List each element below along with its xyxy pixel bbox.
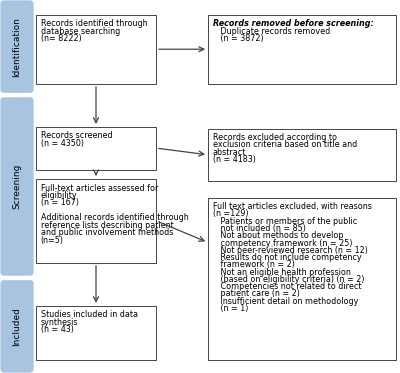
Text: Patients or members of the public: Patients or members of the public [213,217,357,226]
FancyBboxPatch shape [36,127,156,170]
Text: Full text articles excluded, with reasons: Full text articles excluded, with reason… [213,202,372,211]
Text: Records screened: Records screened [41,131,112,140]
Text: (n =129): (n =129) [213,210,248,219]
Text: Records removed before screening:: Records removed before screening: [213,19,374,28]
Text: Records excluded according to: Records excluded according to [213,133,337,142]
Text: (n = 1): (n = 1) [213,304,248,313]
Text: Not about methods to develop: Not about methods to develop [213,231,343,240]
Text: (n=5): (n=5) [41,236,64,245]
FancyBboxPatch shape [208,129,396,181]
FancyBboxPatch shape [1,98,33,275]
Text: Competencies not related to direct: Competencies not related to direct [213,282,361,291]
Text: competency framework (n = 25): competency framework (n = 25) [213,239,352,248]
Text: Additional records identified through: Additional records identified through [41,213,188,222]
Text: and public involvement methods: and public involvement methods [41,228,173,237]
Text: Screening: Screening [12,164,22,209]
Text: (n = 4350): (n = 4350) [41,139,84,148]
FancyBboxPatch shape [1,280,33,372]
Text: exclusion criteria based on title and: exclusion criteria based on title and [213,140,357,150]
Text: Studies included in data: Studies included in data [41,310,138,319]
FancyBboxPatch shape [36,15,156,84]
Text: Identification: Identification [12,17,22,76]
Text: (n = 3872): (n = 3872) [213,34,264,43]
Text: Included: Included [12,307,22,346]
Text: patient care (n = 2): patient care (n = 2) [213,289,300,298]
Text: Not peer-reviewed research (n = 12): Not peer-reviewed research (n = 12) [213,246,368,255]
Text: not included (n = 85): not included (n = 85) [213,224,306,233]
FancyBboxPatch shape [1,1,33,93]
Text: eligibility: eligibility [41,191,78,200]
Text: Records identified through: Records identified through [41,19,148,28]
Text: database searching: database searching [41,27,120,36]
Text: (n= 8222): (n= 8222) [41,34,82,43]
Text: (based on eligibility criteria) (n = 2): (based on eligibility criteria) (n = 2) [213,275,364,284]
FancyBboxPatch shape [36,179,156,263]
Text: Full-text articles assessed for: Full-text articles assessed for [41,184,158,192]
FancyBboxPatch shape [208,15,396,84]
Text: (n = 167): (n = 167) [41,198,79,207]
FancyBboxPatch shape [208,198,396,360]
Text: synthesis: synthesis [41,318,78,327]
Text: (n = 4183): (n = 4183) [213,155,256,164]
Text: Not an eligible health profession: Not an eligible health profession [213,268,351,277]
Text: abstract: abstract [213,148,246,157]
Text: framework (n = 2): framework (n = 2) [213,260,295,269]
Text: Insufficient detail on methodology: Insufficient detail on methodology [213,297,358,306]
Text: reference lists describing patient: reference lists describing patient [41,221,174,230]
Text: (n = 43): (n = 43) [41,325,74,334]
Text: Duplicate records removed: Duplicate records removed [213,27,330,36]
Text: Results do not include competency: Results do not include competency [213,253,362,262]
FancyBboxPatch shape [36,306,156,360]
